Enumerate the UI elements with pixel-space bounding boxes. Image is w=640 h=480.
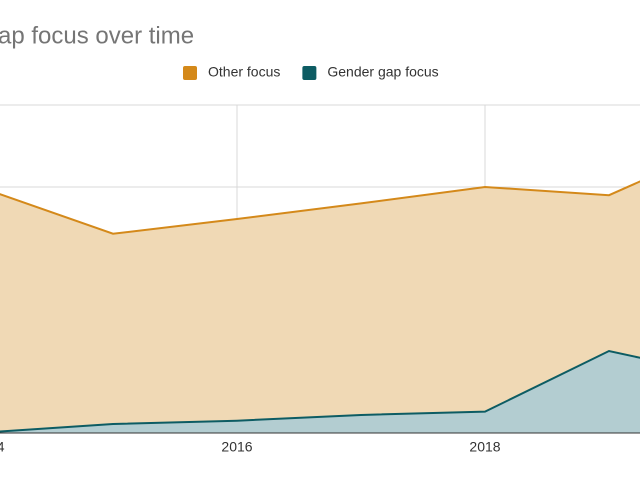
legend-label: Gender gap focus [327, 64, 438, 80]
x-tick-label: 2018 [469, 439, 500, 455]
legend-swatch [302, 66, 317, 80]
plot-area [0, 104, 640, 434]
line [0, 180, 640, 235]
chart-title: ap focus over time [0, 22, 194, 49]
legend-swatch [183, 66, 197, 80]
x-tick-label: 2014 [0, 439, 5, 455]
x-tick-label: 2016 [221, 439, 252, 455]
legend-label: Other focus [208, 64, 280, 80]
line [0, 349, 640, 433]
area [0, 181, 640, 432]
